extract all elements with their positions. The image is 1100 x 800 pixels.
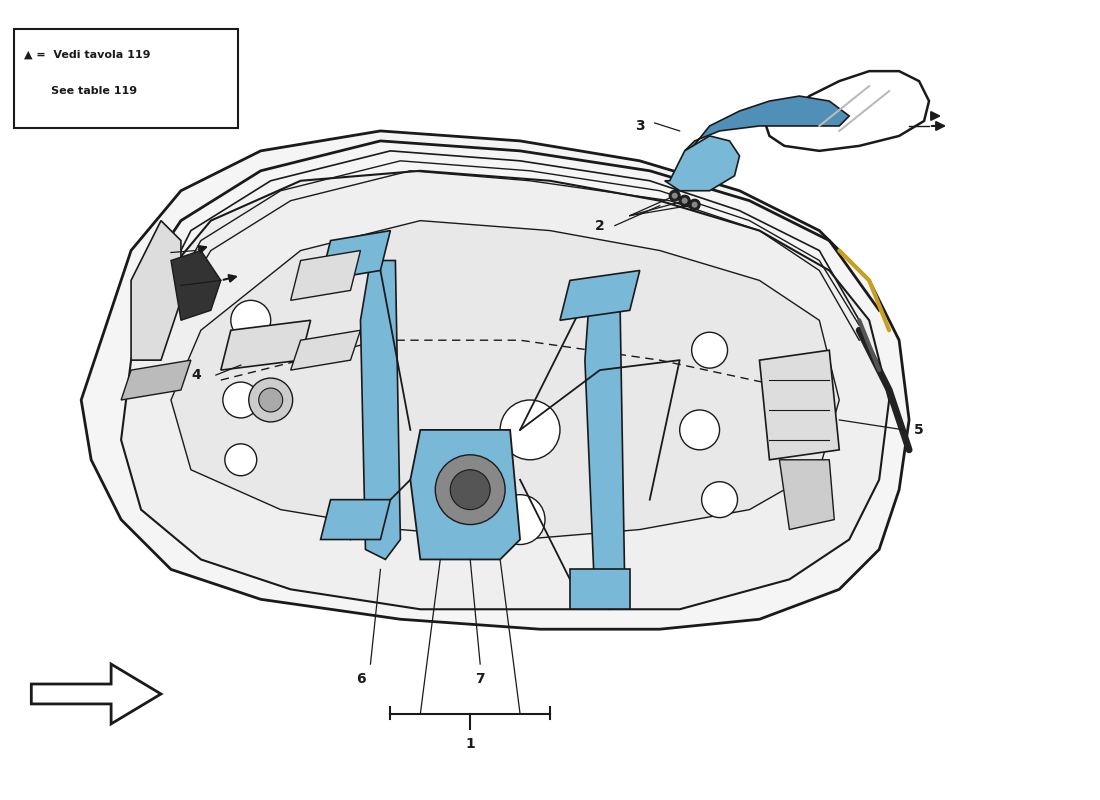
Polygon shape [121,170,889,610]
Circle shape [436,455,505,525]
Text: eurob2c: eurob2c [427,291,813,549]
Circle shape [450,470,491,510]
Circle shape [689,199,700,210]
Text: 7: 7 [475,672,485,686]
Circle shape [258,388,283,412]
Polygon shape [780,460,834,530]
Polygon shape [764,71,930,151]
Polygon shape [81,131,909,630]
Circle shape [702,482,737,518]
Text: a passion since 1985: a passion since 1985 [429,430,730,609]
Polygon shape [221,320,310,370]
Text: 6: 6 [355,672,365,686]
Polygon shape [320,500,390,539]
Text: See table 119: See table 119 [24,86,138,96]
Polygon shape [320,230,390,281]
Polygon shape [410,430,520,559]
Circle shape [231,300,271,340]
Polygon shape [290,330,361,370]
Circle shape [223,382,258,418]
Polygon shape [759,350,839,460]
Circle shape [500,400,560,460]
Polygon shape [560,270,640,320]
Circle shape [669,190,680,201]
Circle shape [495,494,544,545]
Circle shape [224,444,256,476]
Circle shape [679,195,690,206]
Text: 2: 2 [595,218,605,233]
Circle shape [682,198,688,204]
FancyBboxPatch shape [14,30,238,128]
Polygon shape [585,290,625,610]
Text: ▲ =  Vedi tavola 119: ▲ = Vedi tavola 119 [24,50,151,59]
Polygon shape [570,570,630,610]
Polygon shape [684,96,849,151]
Polygon shape [121,360,191,400]
Circle shape [692,202,697,208]
Polygon shape [290,250,361,300]
Circle shape [692,332,727,368]
Polygon shape [31,664,161,724]
Polygon shape [170,250,221,320]
Text: 1: 1 [465,737,475,751]
Circle shape [249,378,293,422]
Polygon shape [664,136,739,190]
Text: 5: 5 [914,423,924,437]
Text: 4: 4 [191,368,201,382]
Circle shape [672,193,678,198]
Polygon shape [131,221,180,360]
Polygon shape [361,261,400,559]
Polygon shape [170,221,839,539]
Circle shape [680,410,719,450]
Text: 3: 3 [635,119,645,133]
